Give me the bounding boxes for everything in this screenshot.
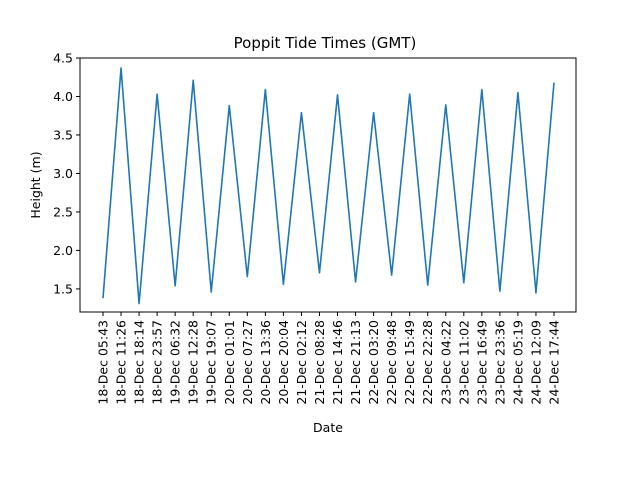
series-line-0 [102, 67, 555, 305]
y-tick-label: 1.5 [53, 281, 73, 296]
x-tick-label: 19-Dec 06:32 [168, 320, 183, 405]
y-tick-label: 4.0 [53, 89, 73, 104]
x-tick-label: 23-Dec 23:36 [492, 320, 507, 405]
y-axis-label: Height (m) [28, 151, 43, 218]
x-tick-label: 20-Dec 07:27 [240, 320, 255, 405]
y-tick-label: 3.0 [53, 166, 73, 181]
x-tick-label: 22-Dec 15:49 [402, 320, 417, 405]
x-tick-label: 23-Dec 04:22 [438, 320, 453, 405]
x-tick-label: 22-Dec 22:28 [420, 320, 435, 405]
x-tick-label: 23-Dec 11:02 [456, 320, 471, 405]
x-tick-label: 21-Dec 02:12 [294, 320, 309, 405]
x-tick-label: 22-Dec 03:20 [366, 320, 381, 405]
x-axis-label: Date [313, 420, 343, 435]
x-tick-label: 23-Dec 16:49 [474, 320, 489, 405]
x-tick-label: 24-Dec 17:44 [547, 320, 562, 405]
x-tick-label: 24-Dec 12:09 [528, 320, 543, 405]
x-tick-label: 18-Dec 18:14 [132, 320, 147, 405]
y-axis: 1.5 2.0 2.5 3.0 3.5 4.0 4.5 [53, 51, 80, 296]
x-tick-label: 18-Dec 05:43 [96, 320, 111, 405]
plot-area [79, 57, 577, 313]
x-tick-label: 18-Dec 23:57 [150, 320, 165, 405]
plot-frame [79, 57, 577, 313]
x-axis: 18-Dec 05:43 18-Dec 11:26 18-Dec 18:14 18-D… [96, 312, 562, 405]
y-tick-label: 2.0 [53, 243, 73, 258]
x-tick-label: 20-Dec 20:04 [276, 320, 291, 405]
series-layer [102, 67, 555, 305]
y-tick-label: 3.5 [53, 127, 73, 142]
x-tick-label: 19-Dec 12:28 [186, 320, 201, 405]
y-tick-label: 4.5 [53, 51, 73, 66]
x-tick-label: 18-Dec 11:26 [114, 320, 129, 405]
chart-title: Poppit Tide Times (GMT) [234, 34, 417, 52]
x-tick-label: 20-Dec 01:01 [222, 320, 237, 405]
x-tick-label: 19-Dec 19:07 [204, 320, 219, 405]
x-tick-label: 20-Dec 13:36 [258, 320, 273, 405]
x-tick-label: 24-Dec 05:19 [510, 320, 525, 405]
x-tick-label: 21-Dec 08:28 [312, 320, 327, 405]
x-tick-label: 21-Dec 14:46 [330, 320, 345, 405]
y-tick-label: 2.5 [53, 204, 73, 219]
x-tick-label: 21-Dec 21:13 [348, 320, 363, 405]
x-tick-label: 22-Dec 09:48 [384, 320, 399, 405]
